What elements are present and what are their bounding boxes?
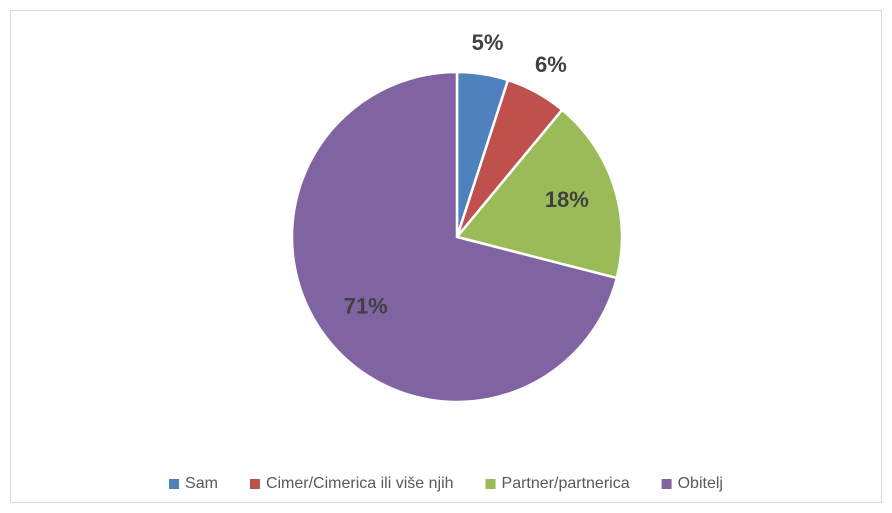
data-label: 71% bbox=[344, 294, 388, 319]
legend-label: Partner/partnerica bbox=[502, 475, 630, 492]
legend-swatch bbox=[169, 479, 180, 489]
data-label: 6% bbox=[535, 52, 567, 77]
legend-swatch bbox=[249, 479, 260, 489]
legend-swatch bbox=[661, 479, 672, 489]
legend-label: Sam bbox=[185, 475, 218, 492]
legend-label: Cimer/Cimerica ili više njih bbox=[266, 475, 454, 492]
data-label: 5% bbox=[472, 30, 504, 55]
data-label: 18% bbox=[545, 187, 589, 212]
pie-slice bbox=[290, 70, 619, 404]
pie-slice bbox=[454, 108, 624, 280]
legend-label: Obitelj bbox=[678, 475, 723, 492]
legend-swatch bbox=[485, 479, 496, 489]
